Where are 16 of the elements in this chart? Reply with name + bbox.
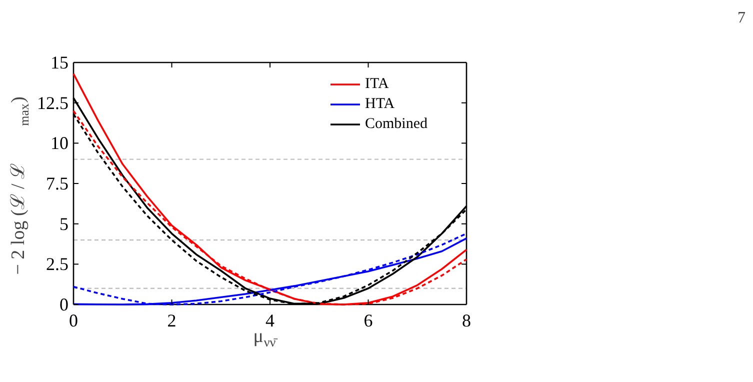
y-tick-label: 10 — [50, 133, 68, 154]
y-tick-label: 0 — [60, 294, 68, 314]
x-tick-label: 4 — [266, 310, 274, 330]
text: − 2 log (ℒ / ℒmax) — [8, 96, 32, 275]
x-tick-label: 8 — [462, 310, 471, 330]
x-tick-label: 6 — [364, 310, 373, 330]
y-tick-label: 12.5 — [37, 92, 68, 113]
y-tick-label: 7.5 — [46, 174, 68, 194]
legend-label: ITA — [365, 76, 389, 92]
legend-label: Combined — [365, 116, 428, 132]
y-tick-label: 2.5 — [46, 254, 68, 274]
text: 7 — [738, 10, 746, 26]
legend-label: HTA — [365, 96, 395, 112]
x-tick-label: 2 — [167, 310, 176, 330]
y-tick-label: 15 — [50, 52, 68, 72]
y-tick-label: 5 — [60, 214, 68, 234]
